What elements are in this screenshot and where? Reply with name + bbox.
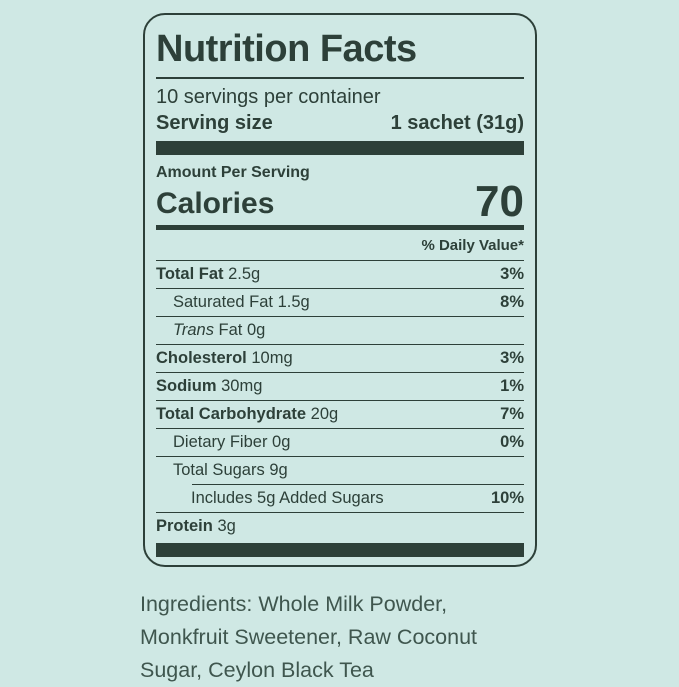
nutrient-name-amount: Total Fat 2.5g — [156, 264, 261, 283]
nutrient-name-amount: Total Carbohydrate 20g — [156, 404, 339, 423]
ingredients-text: Ingredients: Whole Milk Powder, Monkfrui… — [140, 592, 477, 682]
nutrient-row-total-fat: Total Fat 2.5g 3% — [156, 261, 524, 289]
nutrient-daily-value: 0% — [500, 432, 524, 451]
divider-medium — [156, 224, 524, 230]
nutrient-row-total-carbohydrate: Total Carbohydrate 20g 7% — [156, 401, 524, 429]
nutrient-row-added-sugars: Includes 5g Added Sugars 10% — [156, 485, 524, 513]
servings-per-container: 10 servings per container — [156, 85, 381, 108]
serving-size-value: 1 sachet (31g) — [390, 111, 524, 134]
nutrient-row-sodium: Sodium 30mg 1% — [156, 373, 524, 401]
amount-per-serving-label: Amount Per Serving — [156, 163, 310, 181]
nutrient-daily-value: 1% — [500, 376, 524, 395]
divider-thick-top — [156, 140, 524, 155]
daily-value-header: % Daily Value* — [156, 230, 524, 261]
nutrient-row-total-sugars: Total Sugars 9g — [156, 457, 524, 484]
nutrient-row-saturated-fat: Saturated Fat 1.5g 8% — [156, 289, 524, 317]
nutrient-daily-value: 8% — [500, 292, 524, 311]
nutrient-name-amount: Saturated Fat 1.5g — [173, 292, 310, 311]
nutrient-name-amount: Dietary Fiber 0g — [173, 432, 291, 451]
nutrient-name-amount: Total Sugars 9g — [173, 460, 288, 479]
calories-label: Calories — [156, 186, 275, 220]
nutrient-name-amount: Cholesterol 10mg — [156, 348, 293, 367]
nutrient-row-dietary-fiber: Dietary Fiber 0g 0% — [156, 429, 524, 457]
nutrient-daily-value: 3% — [500, 348, 524, 367]
nutrition-facts-label: Nutrition Facts 10 servings per containe… — [143, 13, 537, 567]
divider-indented — [192, 483, 524, 485]
nutrient-row-cholesterol: Cholesterol 10mg 3% — [156, 345, 524, 373]
nutrient-daily-value: 10% — [490, 488, 524, 507]
nutrient-row-trans-fat: Trans Fat 0g — [156, 317, 524, 345]
nutrient-row-protein: Protein 3g — [156, 513, 524, 540]
nutrition-facts-title: Nutrition Facts — [156, 15, 524, 79]
nutrient-name-amount: Trans Fat 0g — [173, 320, 266, 339]
nutrient-daily-value: 3% — [500, 264, 524, 283]
nutrient-name-amount: Sodium 30mg — [156, 376, 263, 395]
serving-size-row: Serving size 1 sachet (31g) — [156, 109, 524, 141]
calories-row: Calories 70 — [156, 176, 524, 226]
divider-thick-bottom — [156, 542, 524, 557]
nutrient-name-amount: Includes 5g Added Sugars — [191, 488, 384, 507]
nutrient-daily-value: 7% — [500, 404, 524, 423]
serving-size-label: Serving size — [156, 111, 273, 134]
calories-value: 70 — [475, 176, 524, 226]
nutrient-name-amount: Protein 3g — [156, 516, 236, 535]
